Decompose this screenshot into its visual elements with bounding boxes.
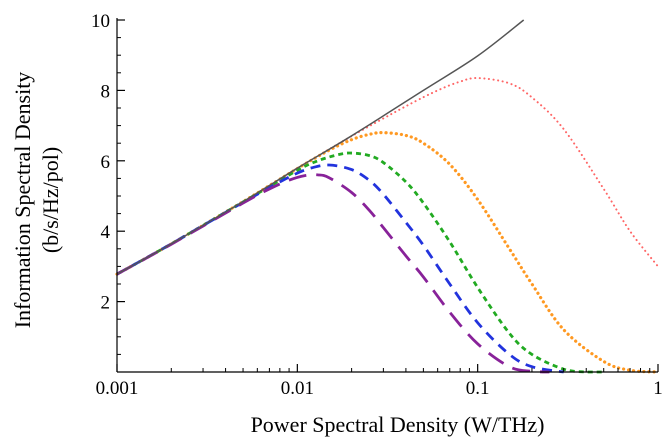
y-tick-label: 8	[101, 81, 111, 102]
series-line-4	[116, 163, 564, 374]
y-tick-label: 10	[91, 11, 110, 32]
x-tick-label: 0.01	[281, 378, 314, 399]
y-tick-label: 2	[101, 293, 111, 314]
y-axis-label-line2: (b/s/Hz/pol)	[38, 147, 63, 253]
y-tick-label: 4	[101, 222, 111, 243]
x-tick-label: 1	[653, 378, 663, 399]
series-line-3	[116, 151, 604, 374]
x-axis-label: Power Spectral Density (W/THz)	[251, 412, 545, 437]
series-layer	[115, 19, 660, 374]
y-tick-label: 6	[101, 152, 111, 173]
y-axis-label-line1: Information Spectral Density	[10, 72, 35, 329]
series-line-2	[115, 131, 660, 374]
x-tick-label: 0.1	[466, 378, 490, 399]
tick-layer: 0.001 0.01 0.1 1 2 4 6 8 10	[91, 11, 663, 399]
x-tick-label: 0.001	[96, 378, 139, 399]
series-line-0	[116, 19, 525, 275]
series-line-5	[116, 173, 550, 374]
series-line-1	[116, 77, 659, 276]
